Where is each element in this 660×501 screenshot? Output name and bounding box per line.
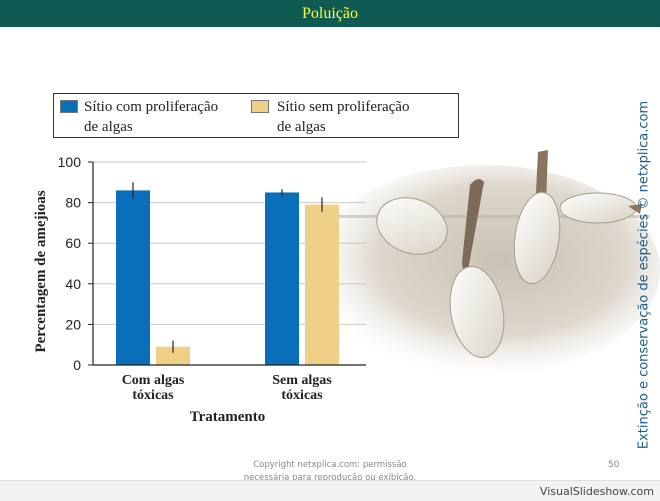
- legend-label-series-1-line-1: Sítio com proliferação: [84, 99, 219, 115]
- chart-legend: Sítio com proliferação de algas Sítio se…: [53, 93, 459, 138]
- copyright-line-2: necessária para reprodução ou exibição.: [243, 473, 417, 483]
- bar-2-1: [156, 346, 190, 365]
- side-credit: Extinção e conservação de espécies © net…: [636, 100, 652, 450]
- x-tick-label: Sem algas: [272, 373, 332, 388]
- legend-label-series-2-line-1: Sítio sem proliferação: [277, 99, 410, 115]
- y-tick-label: 60: [65, 235, 81, 251]
- y-tick-label: 100: [58, 154, 82, 170]
- clams-illustration: [310, 150, 660, 375]
- bottom-bar: [0, 480, 660, 501]
- bar-2-2: [305, 204, 339, 365]
- watermark: VisualSlideshow.com: [539, 485, 654, 498]
- y-tick-label: 20: [65, 316, 81, 332]
- legend-label-series-2: Sítio sem proliferação de algas: [277, 97, 447, 137]
- legend-swatch-series-1: [60, 100, 78, 113]
- bars: [116, 182, 339, 365]
- y-tick-label: 80: [65, 195, 81, 211]
- clam-3: [513, 191, 561, 285]
- slide-title: Poluição: [302, 4, 358, 22]
- page-number: 50: [608, 460, 620, 470]
- legend-label-series-1-line-2: de algas: [84, 119, 133, 135]
- clam-4: [559, 192, 637, 224]
- copyright-line-1: Copyright netxplica.com: permissão: [253, 460, 407, 470]
- copyright-footer: Copyright netxplica.com: permissão neces…: [200, 459, 460, 485]
- x-tick-label: tóxicas: [132, 388, 174, 403]
- y-axis-ticks: 0 20 40 60 80 100: [58, 154, 93, 373]
- siphon-1: [462, 179, 484, 271]
- legend-label-series-1: Sítio com proliferação de algas: [84, 97, 254, 137]
- x-tick-label: Com algas: [122, 373, 185, 388]
- y-tick-label: 0: [73, 357, 81, 373]
- x-axis-label: Tratamento: [190, 409, 266, 425]
- bar-1-2: [265, 192, 299, 365]
- legend-swatch-series-2: [251, 100, 269, 113]
- legend-label-series-2-line-2: de algas: [277, 119, 326, 135]
- clam-2: [449, 265, 505, 359]
- title-bar: Poluição: [0, 0, 660, 27]
- y-tick-label: 40: [65, 276, 81, 292]
- clam-1: [376, 197, 448, 255]
- y-axis-label: Percentagem de amejioas: [33, 190, 49, 352]
- x-tick-label: tóxicas: [281, 388, 323, 403]
- bar-1-1: [116, 190, 150, 365]
